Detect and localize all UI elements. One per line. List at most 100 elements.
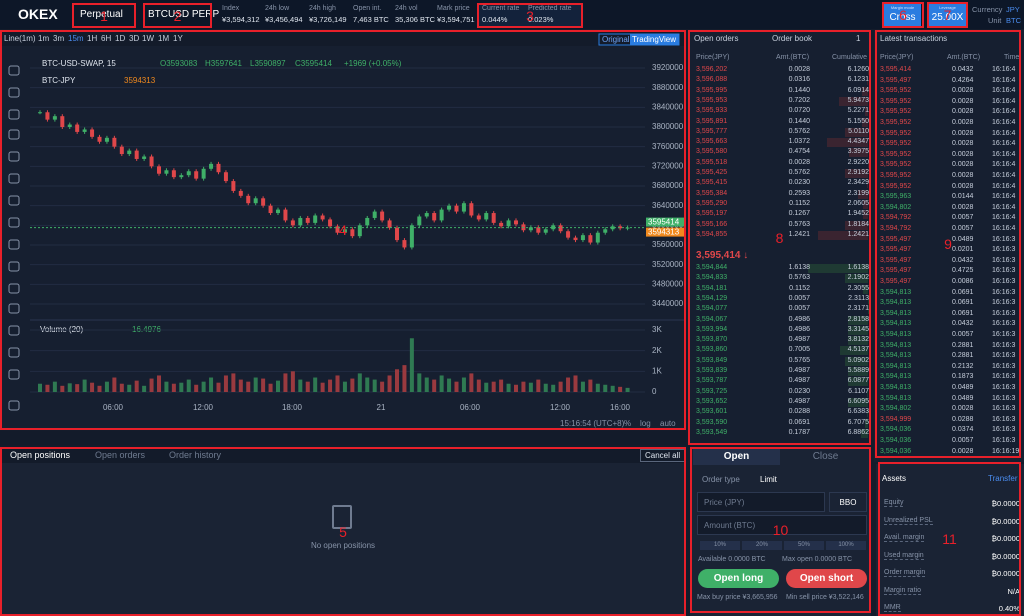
chart-footer: log [640, 419, 651, 428]
volume-bar [380, 381, 385, 392]
volume-bar [164, 381, 169, 392]
volume-bar [179, 382, 184, 392]
y-tick-label: 3520000 [652, 260, 684, 269]
bbo-button[interactable] [829, 492, 867, 512]
ob-cumulative: 2.3199 [847, 189, 869, 197]
setting-button[interactable] [884, 3, 921, 26]
volume-bar [231, 373, 236, 392]
transfer[interactable]: Transfer [988, 474, 1018, 483]
tx-amount: 0.0028 [952, 172, 974, 179]
annotation-label: 5 [339, 523, 347, 540]
ob-cumulative: 4.4347 [847, 138, 869, 146]
y-tick-label: 3480000 [652, 279, 684, 288]
tx-amount: 0.0028 [952, 150, 974, 158]
positions-tab[interactable]: Open positions [10, 450, 71, 460]
candle [417, 216, 422, 226]
ob-cumulative: 6.7075 [847, 418, 869, 426]
positions-tab[interactable]: Open orders [95, 450, 146, 460]
contract[interactable]: BTCUSD PERP [148, 9, 220, 20]
assets-title: Assets [882, 474, 907, 483]
price-tag-text: 3595414 [648, 218, 680, 227]
depth-bar [848, 148, 868, 158]
positions-tab[interactable]: Order history [169, 450, 222, 460]
candle [573, 237, 578, 241]
tx-price: 3,595,952 [880, 161, 912, 169]
ob-amount: 0.2593 [788, 189, 810, 197]
ob-depth[interactable]: 1 [856, 34, 861, 43]
candle [97, 136, 102, 142]
volume-bar [149, 378, 154, 392]
open-long[interactable]: Open long [698, 569, 779, 588]
percent-button[interactable]: 50% [784, 541, 824, 550]
tx-amount: 0.4725 [952, 267, 974, 275]
chart-footer: % [624, 419, 631, 428]
form-tab[interactable]: Close [812, 451, 839, 462]
price-input[interactable] [697, 492, 825, 512]
asset-value: ₿0.0000 [991, 534, 1021, 543]
ob-column-header: Amt.(BTC) [776, 54, 810, 61]
volume-bar [276, 380, 280, 392]
percent-button[interactable]: 20% [742, 541, 782, 550]
tx-price: 3,594,036 [880, 437, 912, 444]
percent-button[interactable]: 100% [826, 541, 866, 550]
ob-tab[interactable]: Open orders [694, 34, 739, 43]
depth-bar [848, 315, 868, 325]
percent-button[interactable]: 10% [700, 541, 740, 550]
tx-price: 3,594,813 [880, 352, 912, 360]
bbo-text: BBO [839, 498, 857, 507]
depth-bar [844, 356, 868, 366]
order-type[interactable]: Limit [760, 475, 777, 484]
ob-cumulative: 6.6383 [847, 408, 869, 416]
depth-bar [844, 169, 868, 178]
ob-price: 3,595,663 [696, 138, 728, 146]
x-tick-label: 18:00 [282, 403, 303, 412]
ob-price: 3,593,839 [696, 367, 728, 374]
compare-tag [646, 227, 684, 237]
min-sell: Min sell price ¥3,522,146 [786, 594, 864, 601]
open-short[interactable]: Open short [786, 569, 867, 588]
setting-button[interactable] [929, 3, 966, 26]
ob-amount: 0.4986 [788, 315, 810, 323]
ohlc-value: C3595414 [295, 59, 332, 68]
transactions-panel [874, 30, 1024, 462]
volume-bar [387, 375, 392, 392]
ob-tab[interactable]: Order book [772, 34, 813, 43]
candle [164, 170, 169, 174]
ob-amount: 0.0028 [788, 66, 810, 73]
tx-time: 16:16:4 [992, 225, 1016, 232]
volume-bar [558, 381, 563, 392]
tx-amount: 0.0374 [952, 426, 974, 434]
currency-value: JPY [1006, 5, 1020, 14]
tx-price: 3,594,813 [880, 299, 912, 307]
tx-price: 3,594,813 [880, 341, 912, 349]
volume-bar [551, 384, 556, 392]
tx-price: 3,595,952 [880, 87, 912, 95]
tx-col: Time [1004, 54, 1020, 61]
depth-bar [826, 138, 868, 148]
contract-type[interactable]: Perpetual [80, 9, 123, 20]
y-tick-label: 3880000 [652, 83, 684, 92]
depth-bar [844, 220, 868, 230]
volume-bar [186, 379, 191, 392]
rate-label: Predicted rate [528, 5, 572, 12]
candle [186, 171, 191, 176]
candle [447, 205, 452, 210]
candle [461, 203, 466, 212]
tx-time: 16:16:3 [992, 426, 1016, 434]
volume-bar [298, 379, 303, 392]
candle [484, 213, 489, 220]
amount-input[interactable] [697, 515, 867, 535]
y-tick-label: 3720000 [652, 161, 684, 170]
tx-time: 16:16:4 [992, 182, 1016, 190]
y-tick-label: 3800000 [652, 122, 684, 131]
tx-amount: 0.4264 [952, 76, 974, 84]
assets-panel [876, 464, 1024, 616]
tx-time: 16:16:4 [992, 203, 1016, 211]
ob-amount: 0.4986 [788, 325, 810, 333]
view-option: TradingView [632, 35, 676, 44]
ob-amount: 0.1152 [789, 284, 810, 292]
tx-amount: 0.0028 [952, 129, 974, 137]
ob-price: 3,594,844 [696, 264, 728, 271]
form-tab[interactable]: Open [723, 451, 750, 462]
depth-bar [818, 230, 868, 240]
